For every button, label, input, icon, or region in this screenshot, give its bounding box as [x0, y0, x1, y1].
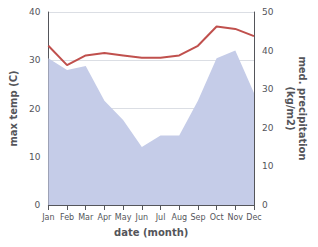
svg-text:Oct: Oct	[210, 213, 224, 222]
svg-text:40: 40	[262, 46, 274, 56]
svg-text:10: 10	[262, 161, 274, 171]
svg-text:May: May	[115, 213, 132, 222]
svg-text:Dec: Dec	[246, 213, 261, 222]
svg-text:Jul: Jul	[155, 213, 166, 222]
svg-text:Mar: Mar	[78, 213, 94, 222]
svg-text:max temp (C): max temp (C)	[8, 70, 19, 146]
svg-text:20: 20	[262, 123, 274, 133]
svg-text:med. precipitation: med. precipitation	[297, 56, 308, 160]
svg-text:Jan: Jan	[41, 213, 54, 222]
svg-text:Feb: Feb	[60, 213, 74, 222]
svg-text:0: 0	[262, 200, 268, 210]
svg-text:Aug: Aug	[171, 213, 187, 222]
svg-text:30: 30	[262, 84, 274, 94]
svg-text:Apr: Apr	[98, 213, 113, 222]
svg-text:10: 10	[29, 152, 41, 162]
svg-text:Nov: Nov	[227, 213, 243, 222]
svg-text:40: 40	[29, 7, 41, 17]
svg-text:0: 0	[35, 200, 41, 210]
svg-text:Jun: Jun	[135, 213, 149, 222]
svg-text:30: 30	[29, 55, 41, 65]
svg-text:date (month): date (month)	[114, 227, 188, 238]
svg-text:(kg/m2): (kg/m2)	[285, 87, 296, 131]
svg-text:Sep: Sep	[190, 213, 205, 222]
svg-text:20: 20	[29, 104, 41, 114]
svg-text:50: 50	[262, 7, 274, 17]
